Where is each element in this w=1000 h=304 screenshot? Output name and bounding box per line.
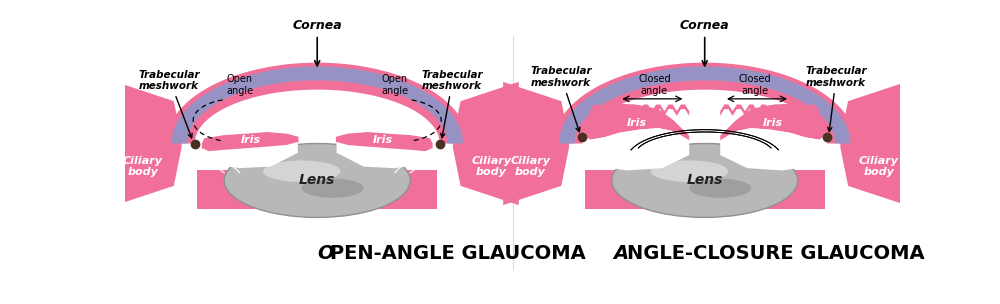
- Polygon shape: [172, 67, 463, 143]
- Text: Open
angle: Open angle: [226, 74, 253, 96]
- Ellipse shape: [689, 178, 751, 198]
- Polygon shape: [337, 142, 432, 168]
- Ellipse shape: [263, 161, 340, 182]
- Polygon shape: [840, 82, 906, 205]
- Text: NGLE-CLOSURE GLAUCOMA: NGLE-CLOSURE GLAUCOMA: [627, 244, 925, 263]
- Text: Closed
angle: Closed angle: [638, 74, 671, 96]
- Polygon shape: [116, 82, 182, 205]
- Polygon shape: [196, 91, 438, 150]
- Polygon shape: [202, 142, 298, 168]
- Text: Lens: Lens: [299, 174, 335, 188]
- Polygon shape: [720, 128, 825, 171]
- Text: Cornea: Cornea: [680, 19, 730, 66]
- Text: Open
angle: Open angle: [381, 74, 408, 96]
- Text: Ciliary
body: Ciliary body: [510, 156, 550, 178]
- Polygon shape: [337, 133, 432, 151]
- Ellipse shape: [302, 178, 364, 198]
- Text: Ciliary
body: Ciliary body: [472, 156, 512, 178]
- Text: Closed
angle: Closed angle: [739, 74, 771, 96]
- Ellipse shape: [650, 161, 728, 182]
- Polygon shape: [166, 63, 468, 143]
- Text: Ciliary
body: Ciliary body: [123, 156, 163, 178]
- Polygon shape: [559, 67, 850, 143]
- Text: Iris: Iris: [763, 119, 783, 129]
- Text: PEN-ANGLE GLAUCOMA: PEN-ANGLE GLAUCOMA: [330, 244, 586, 263]
- Text: Iris: Iris: [241, 135, 261, 145]
- Text: Cornea: Cornea: [292, 19, 342, 66]
- Polygon shape: [585, 103, 689, 140]
- Polygon shape: [585, 171, 825, 209]
- Text: Trabecular
meshwork: Trabecular meshwork: [422, 70, 483, 138]
- Text: Iris: Iris: [626, 119, 647, 129]
- Polygon shape: [453, 82, 519, 205]
- Polygon shape: [585, 128, 689, 171]
- Polygon shape: [202, 133, 298, 151]
- Text: Trabecular
meshwork: Trabecular meshwork: [139, 70, 201, 138]
- Polygon shape: [584, 91, 826, 143]
- Polygon shape: [503, 82, 569, 205]
- Polygon shape: [554, 63, 856, 143]
- Polygon shape: [720, 103, 825, 140]
- Text: Iris: Iris: [373, 135, 393, 145]
- Text: Trabecular
meshwork: Trabecular meshwork: [805, 67, 867, 132]
- Text: Trabecular
meshwork: Trabecular meshwork: [530, 67, 592, 132]
- Text: A: A: [613, 244, 628, 263]
- Ellipse shape: [612, 143, 798, 217]
- Polygon shape: [197, 171, 437, 209]
- Text: Lens: Lens: [687, 174, 723, 188]
- Ellipse shape: [224, 143, 410, 217]
- Text: O: O: [317, 244, 334, 263]
- Text: Ciliary
body: Ciliary body: [859, 156, 899, 178]
